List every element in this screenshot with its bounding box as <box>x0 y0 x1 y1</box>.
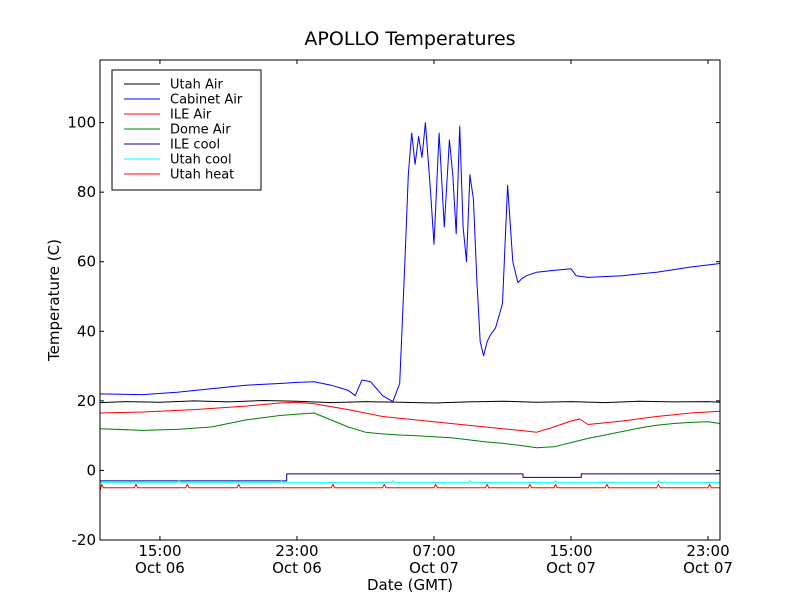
x-tick-label-date: Oct 06 <box>135 559 185 577</box>
series-line-utah-air <box>99 400 721 404</box>
legend-label-dome-air: Dome Air <box>170 123 231 138</box>
x-axis-label: Date (GMT) <box>367 576 453 594</box>
x-tick-label-date: Oct 07 <box>683 559 733 577</box>
y-axis-ticks: -20 0 20 40 60 80 100 <box>67 114 720 549</box>
y-axis-label: Temperature (C) <box>45 239 63 362</box>
y-tick-label: 20 <box>77 392 96 410</box>
legend-label-utah-heat: Utah heat <box>170 168 234 183</box>
y-tick-label: 40 <box>77 322 96 340</box>
y-tick-label: -20 <box>72 531 97 549</box>
series-line-utah-heat <box>99 483 720 492</box>
x-tick-label-time: 15:00 <box>549 542 592 560</box>
x-tick-label-date: Oct 07 <box>546 559 596 577</box>
series-line-cabinet-air <box>99 122 721 403</box>
series-line-utah-cool <box>100 480 720 484</box>
legend-label-ile-cool: ILE cool <box>170 138 220 153</box>
legend-label-utah-cool: Utah cool <box>170 153 232 168</box>
legend-box <box>111 69 262 191</box>
x-tick-label-time: 07:00 <box>412 542 455 560</box>
series-group <box>99 122 721 492</box>
y-tick-label: 60 <box>77 253 96 271</box>
x-tick-label-time: 23:00 <box>686 542 729 560</box>
x-tick-label-time: 15:00 <box>138 542 181 560</box>
legend-label-utah-air: Utah Air <box>170 78 223 93</box>
y-tick-label: 80 <box>77 183 96 201</box>
plot-frame <box>99 59 721 541</box>
legend-label-ile-air: ILE Air <box>170 108 212 123</box>
x-tick-label-time: 23:00 <box>275 542 318 560</box>
chart-title: APOLLO Temperatures <box>304 28 515 50</box>
y-tick-label: 0 <box>86 461 96 479</box>
y-tick-label: 100 <box>67 114 96 132</box>
legend-label-cabinet-air: Cabinet Air <box>170 93 243 108</box>
series-line-ile-cool <box>100 473 720 482</box>
x-tick-label-date: Oct 07 <box>409 559 459 577</box>
x-tick-label-date: Oct 06 <box>272 559 322 577</box>
series-line-ile-air <box>99 401 721 433</box>
series-line-dome-air <box>99 412 721 449</box>
